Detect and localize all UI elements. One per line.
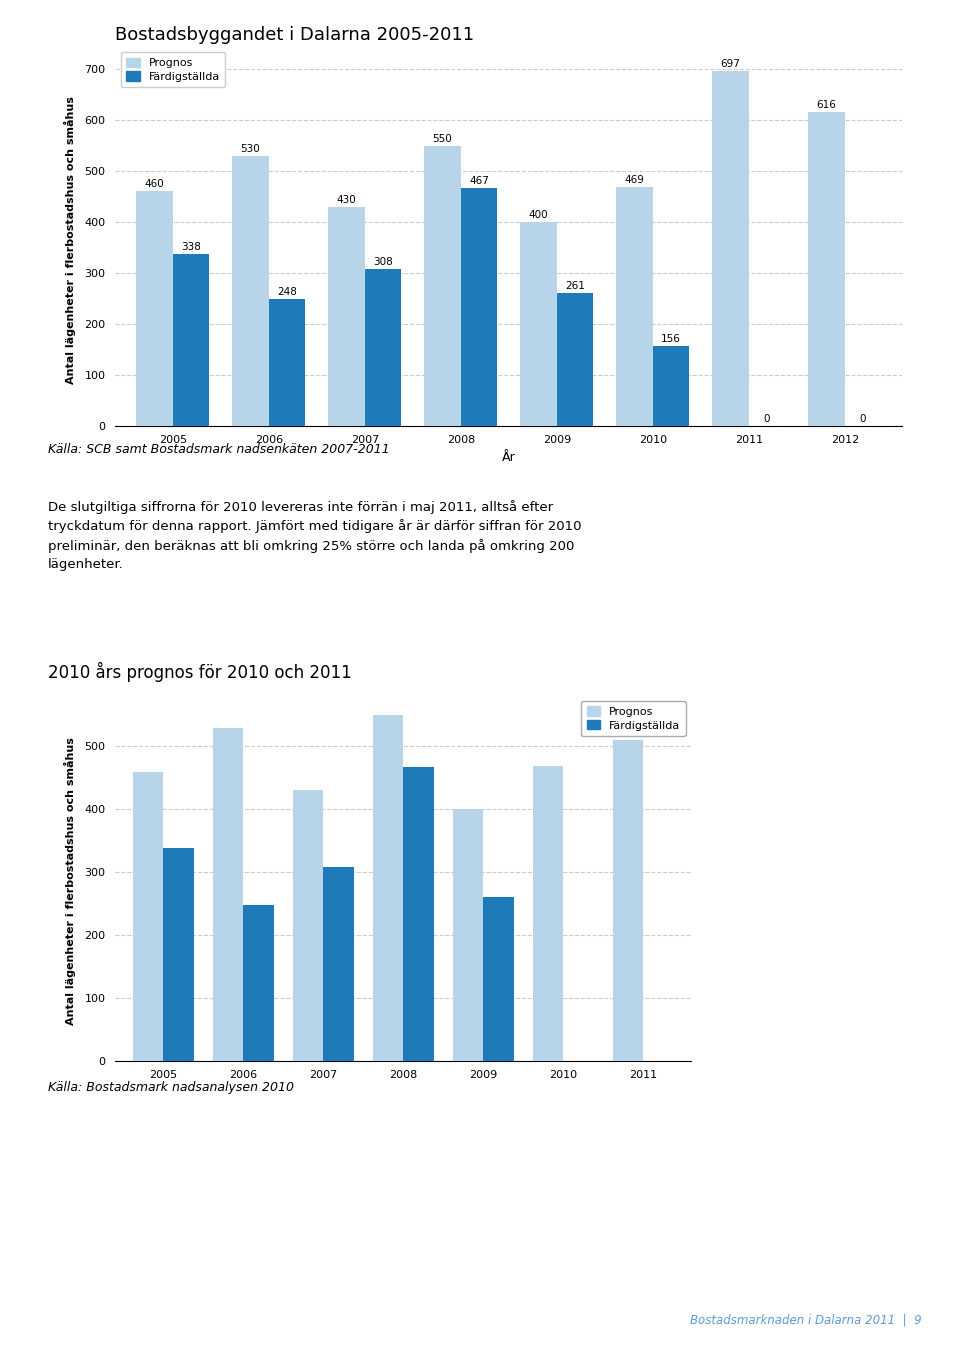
Text: 530: 530 <box>241 143 260 154</box>
Text: 338: 338 <box>181 242 201 251</box>
Text: 0: 0 <box>860 413 866 423</box>
Text: 616: 616 <box>817 100 836 109</box>
Text: 248: 248 <box>277 288 297 297</box>
Bar <box>453 809 483 1061</box>
Bar <box>612 740 643 1061</box>
Text: De slutgiltiga siffrorna för 2010 levereras inte förrän i maj 2011, alltså efter: De slutgiltiga siffrorna för 2010 levere… <box>48 500 582 570</box>
Bar <box>483 897 514 1061</box>
Text: Källa: Bostadsmark nadsanalysen 2010: Källa: Bostadsmark nadsanalysen 2010 <box>48 1081 294 1094</box>
Y-axis label: Antal lägenheter i flerbostadshus och småhus: Antal lägenheter i flerbostadshus och sm… <box>64 96 76 384</box>
Bar <box>365 269 401 426</box>
Legend: Prognos, Färdigställda: Prognos, Färdigställda <box>121 53 226 88</box>
Text: 400: 400 <box>529 209 548 220</box>
Bar <box>328 207 365 426</box>
Bar <box>269 300 305 426</box>
Text: Bostadsmarknaden i Dalarna 2011  |  9: Bostadsmarknaden i Dalarna 2011 | 9 <box>690 1313 922 1327</box>
Bar <box>173 254 209 426</box>
Bar <box>403 767 434 1061</box>
Text: 2010 års prognos för 2010 och 2011: 2010 års prognos för 2010 och 2011 <box>48 662 351 682</box>
Text: 467: 467 <box>469 176 489 186</box>
Text: 460: 460 <box>145 180 164 189</box>
Text: Bostadsbyggandet i Dalarna 2005-2011: Bostadsbyggandet i Dalarna 2005-2011 <box>115 26 474 45</box>
Bar <box>520 222 557 426</box>
Bar <box>324 867 353 1061</box>
Bar <box>616 186 653 426</box>
Text: 697: 697 <box>721 59 740 69</box>
Bar <box>653 346 689 426</box>
Text: Källa: SCB samt Bostadsmark nadsenkäten 2007-2011: Källa: SCB samt Bostadsmark nadsenkäten … <box>48 443 390 457</box>
Bar <box>808 112 845 426</box>
Text: 308: 308 <box>373 257 393 266</box>
Bar <box>372 715 403 1061</box>
Bar <box>424 146 461 426</box>
Text: 469: 469 <box>625 174 644 185</box>
Bar <box>136 192 173 426</box>
Text: 0: 0 <box>764 413 770 423</box>
Bar <box>213 728 243 1061</box>
Bar <box>461 188 497 426</box>
Y-axis label: Antal lägenheter i flerbostadshus och småhus: Antal lägenheter i flerbostadshus och sm… <box>64 738 76 1025</box>
Bar <box>163 848 194 1061</box>
Bar <box>712 70 749 426</box>
Bar <box>293 790 324 1061</box>
Bar <box>232 155 269 426</box>
X-axis label: År: År <box>502 451 516 463</box>
Bar <box>533 766 564 1061</box>
Bar <box>243 905 274 1061</box>
Text: 430: 430 <box>337 195 356 205</box>
Legend: Prognos, Färdigställda: Prognos, Färdigställda <box>581 701 685 736</box>
Text: 156: 156 <box>661 334 681 345</box>
Text: 261: 261 <box>565 281 585 290</box>
Text: 550: 550 <box>433 134 452 143</box>
Bar <box>132 771 163 1061</box>
Bar <box>557 293 593 426</box>
